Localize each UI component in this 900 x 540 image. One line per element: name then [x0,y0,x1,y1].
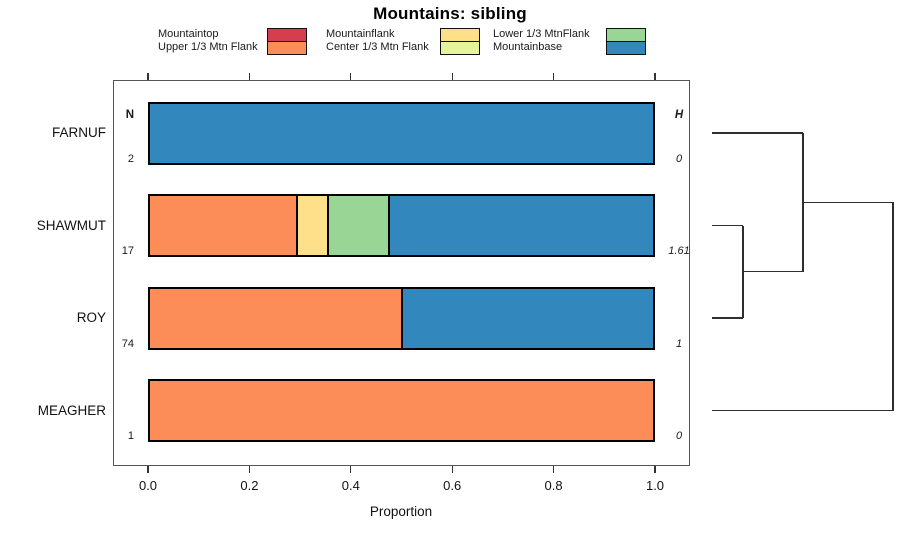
n-value: 1 [127,430,134,442]
dendrogram-line [712,409,893,412]
axis-tick-label: 0.6 [443,478,462,493]
legend-item-label: Mountainbase [493,41,563,53]
x-axis-label: Proportion [369,504,433,519]
n-column-header: N [125,109,134,121]
h-value: 0 [675,152,683,165]
bar-segment [388,196,653,255]
legend-item-label: Center 1/3 Mtn Flank [326,41,429,53]
bar-segment [296,196,328,255]
legend-item-label: Mountainflank [326,27,395,40]
legend-item-label: Mountaintop [158,27,219,40]
h-value: 1.61 [668,245,690,257]
axis-tick-bottom [552,466,555,473]
dendrogram-line [712,317,743,319]
stacked-bar-row [148,101,655,165]
axis-tick-bottom [248,466,251,473]
legend-group-labels: Mountaintop Upper 1/3 Mtn Flank [158,28,258,55]
axis-tick-bottom [654,466,656,473]
axis-tick-bottom [350,466,352,473]
y-axis-category-label: MEAGHER [37,402,106,418]
axis-tick-label: 0.4 [341,478,360,493]
dendrogram-line [803,201,893,204]
dendrogram-line [712,224,743,227]
stacked-bar-row [148,379,655,442]
legend-group-labels: Lower 1/3 MtnFlank Mountainbase [493,28,590,55]
legend-item-label: Lower 1/3 MtnFlank [493,27,590,40]
legend-swatch [267,40,307,55]
axis-tick-top [147,73,149,80]
axis-tick-label: 0.2 [240,478,259,493]
bar-segment [150,196,297,255]
y-axis-category-label: ROY [76,310,106,325]
h-column-header: H [674,109,684,121]
axis-tick-label: 1.0 [645,478,665,493]
y-axis-category-label: SHAWMUT [36,217,106,233]
legend-swatch [606,40,646,55]
axis-tick-bottom [147,466,149,473]
h-value: 1 [675,337,683,350]
axis-tick-top [350,73,352,80]
dendrogram-line [742,271,804,273]
bar-segment [400,288,653,348]
n-value: 17 [121,245,134,257]
axis-tick-top [654,73,656,80]
legend-group-swatches [440,28,480,55]
bar-segment [150,103,653,163]
axis-tick-label: 0.8 [544,478,563,493]
legend-item-label: Upper 1/3 Mtn Flank [158,41,258,53]
legend-group-labels: Mountainflank Center 1/3 Mtn Flank [326,28,429,55]
y-axis-category-label: FARNUF [52,125,106,140]
legend-group-swatches [267,28,307,55]
h-value: 0 [675,430,683,442]
bar-segment [327,196,389,255]
stacked-bar-row [148,194,655,257]
stacked-bar-row [148,286,655,350]
dendrogram-line [802,133,804,272]
n-value: 2 [127,152,134,165]
axis-tick-label: 0.0 [138,478,158,493]
axis-tick-bottom [451,466,453,473]
bar-segment [150,288,401,348]
plot-area [113,80,690,466]
chart-title: Mountains: sibling [373,4,527,23]
bar-segment [150,381,653,440]
legend-swatch [440,40,480,55]
axis-tick-top [248,73,251,80]
axis-tick-top [451,73,453,80]
dendrogram-line [892,202,894,411]
dendrogram-line [712,132,804,134]
legend-group-swatches [606,28,646,55]
n-value: 74 [121,337,134,350]
axis-tick-top [552,73,555,80]
